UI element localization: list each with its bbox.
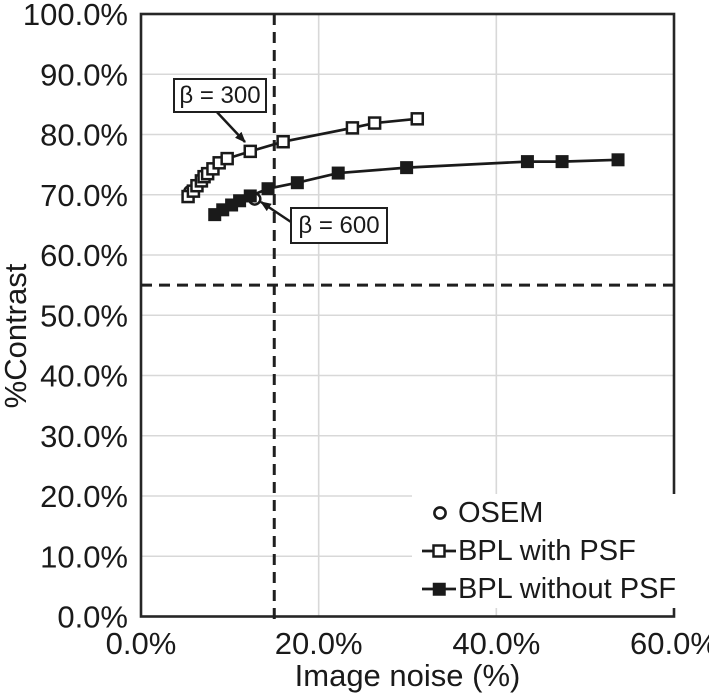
- y-tick-label: 30.0%: [40, 419, 128, 454]
- x-tick-label: 20.0%: [275, 626, 363, 661]
- annotation-beta-300: β = 300: [173, 78, 267, 113]
- marker-filled-square-bpl-without-psf: [331, 166, 345, 180]
- y-tick-label: 60.0%: [40, 238, 128, 273]
- plot-border: [139, 12, 676, 618]
- marker-open-square-bpl-with-psf: [345, 121, 360, 135]
- marker-filled-square-bpl-without-psf: [555, 155, 569, 169]
- legend-label-osem: OSEM: [458, 496, 544, 529]
- y-axis-title: %Contrast: [0, 263, 33, 408]
- y-tick-label: 10.0%: [40, 539, 128, 574]
- y-tick-label: 40.0%: [40, 359, 128, 394]
- marker-open-square-bpl-with-psf: [220, 151, 234, 166]
- legend-label-bpl-without-psf: BPL without PSF: [458, 572, 677, 605]
- marker-open-square-bpl-with-psf: [276, 134, 290, 149]
- y-tick-label: 100.0%: [23, 0, 128, 32]
- marker-filled-square-bpl-without-psf: [611, 153, 625, 167]
- open-circle-marker-icon: [433, 506, 447, 520]
- marker-filled-square-bpl-without-psf: [290, 176, 304, 190]
- marker-open-square-bpl-with-psf: [243, 144, 258, 159]
- legend-item-bpl-with-psf: BPL with PSF: [412, 532, 690, 570]
- y-tick-label: 70.0%: [40, 178, 128, 213]
- marker-filled-square-bpl-without-psf: [261, 182, 275, 196]
- y-tick-label: 50.0%: [40, 298, 128, 333]
- marker-filled-square-bpl-without-psf: [233, 194, 247, 208]
- y-tick-label: 90.0%: [40, 57, 128, 92]
- x-tick-label: 60.0%: [630, 626, 709, 661]
- annotation-arrow-0: [214, 109, 246, 143]
- filled-square-marker-icon: [422, 582, 456, 596]
- marker-filled-square-bpl-without-psf: [520, 155, 534, 169]
- legend-item-bpl-without-psf: BPL without PSF: [412, 570, 690, 608]
- legend-label-bpl-with-psf: BPL with PSF: [458, 534, 636, 567]
- y-tick-label: 0.0%: [57, 600, 128, 635]
- marker-open-square-bpl-with-psf: [410, 112, 425, 126]
- marker-open-square-bpl-with-psf: [367, 116, 382, 130]
- y-tick-label: 20.0%: [40, 479, 128, 514]
- open-square-marker-icon: [422, 544, 456, 558]
- x-tick-label: 40.0%: [452, 626, 540, 661]
- annotation-arrow-1: [260, 200, 292, 224]
- x-axis-title: Image noise (%): [295, 658, 521, 693]
- marker-filled-square-bpl-without-psf: [243, 189, 257, 203]
- annotation-beta-600: β = 600: [290, 207, 388, 244]
- legend: OSEM BPL with PSF BPL without PSF: [412, 494, 690, 608]
- x-tick-label: 0.0%: [106, 626, 177, 661]
- y-tick-label: 80.0%: [40, 118, 128, 153]
- legend-item-osem: OSEM: [412, 494, 690, 532]
- marker-filled-square-bpl-without-psf: [400, 161, 414, 175]
